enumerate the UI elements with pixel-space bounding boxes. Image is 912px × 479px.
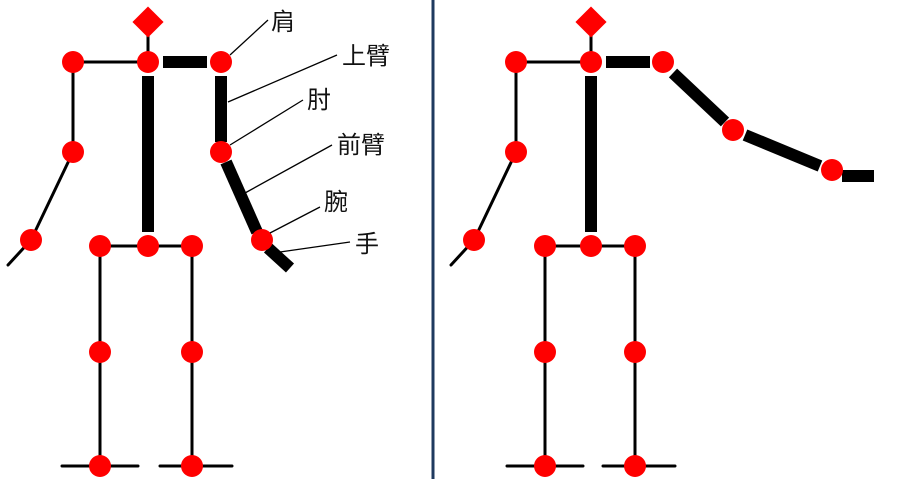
right-stick-figure — [449, 6, 874, 477]
leader-forearm — [244, 144, 333, 194]
joint-right-shoulder — [505, 51, 527, 73]
label-wrist: 腕 — [324, 188, 348, 216]
joint-pelvis — [580, 235, 602, 257]
joint-head — [575, 6, 607, 38]
joint-right-elbow — [62, 141, 84, 163]
joint-left-hip — [181, 235, 203, 257]
joint-right-elbow — [505, 141, 527, 163]
joint-neck — [580, 51, 602, 73]
joint-shoulder — [652, 51, 674, 73]
leader-shoulder — [229, 19, 269, 56]
joint-wrist — [821, 159, 843, 181]
joint-left-knee — [624, 341, 646, 363]
right-right-forearm-bone — [472, 150, 518, 242]
joint-shoulder — [210, 51, 232, 73]
left-thick-bones — [142, 56, 295, 273]
joint-right-hip — [534, 235, 556, 257]
joint-neck — [137, 51, 159, 73]
leader-elbow — [229, 99, 304, 146]
leader-hand — [279, 241, 351, 253]
joint-left-knee — [181, 341, 203, 363]
joint-right-hip — [89, 235, 111, 257]
label-shoulder: 肩 — [271, 8, 295, 36]
joint-right-ankle — [534, 455, 556, 477]
leader-upper-arm — [227, 54, 338, 103]
joint-left-ankle — [181, 455, 203, 477]
joint-right-knee — [89, 341, 111, 363]
left-stick-figure: 肩 上臂 肘 前臂 腕 手 — [6, 6, 390, 477]
right-thick-bones — [585, 56, 874, 232]
right-joints — [463, 6, 843, 477]
joint-right-wrist — [20, 229, 42, 251]
left-joints — [20, 6, 273, 477]
leader-wrist — [269, 206, 321, 234]
joint-right-shoulder — [62, 51, 84, 73]
joint-pelvis — [137, 235, 159, 257]
joint-right-wrist — [463, 229, 485, 251]
joint-left-ankle — [624, 455, 646, 477]
joint-right-ankle — [89, 455, 111, 477]
joint-elbow — [210, 141, 232, 163]
left-forearm-bone — [220, 159, 263, 235]
right-forearm-bone — [742, 129, 823, 172]
label-hand: 手 — [355, 230, 379, 258]
left-right-forearm-bone — [29, 150, 75, 242]
label-upper-arm: 上臂 — [342, 42, 390, 70]
joint-wrist — [251, 229, 273, 251]
label-leader-lines — [227, 19, 351, 253]
right-upper-arm-bone — [668, 68, 730, 127]
label-forearm: 前臂 — [337, 131, 385, 159]
label-elbow: 肘 — [307, 86, 331, 114]
left-hand-bone — [263, 243, 295, 273]
joint-head — [132, 6, 164, 38]
joint-right-knee — [534, 341, 556, 363]
joint-left-hip — [624, 235, 646, 257]
joint-elbow — [722, 119, 744, 141]
